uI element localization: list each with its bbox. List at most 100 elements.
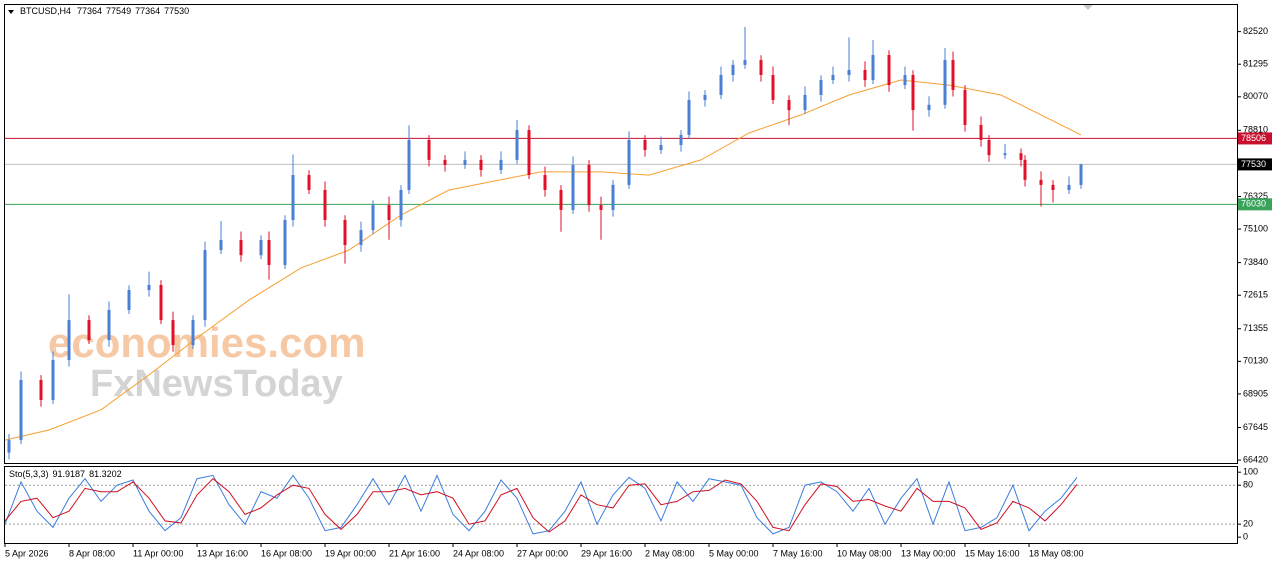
candle-body bbox=[643, 139, 647, 151]
candle-body bbox=[719, 74, 723, 95]
header-open: 77364 bbox=[77, 6, 102, 16]
candle-body bbox=[771, 74, 775, 101]
candle-body bbox=[399, 189, 403, 221]
candle-body bbox=[7, 440, 11, 453]
candle-body bbox=[1019, 153, 1023, 160]
candle-body bbox=[1051, 184, 1055, 190]
x-tick-label: 19 Apr 00:00 bbox=[325, 548, 376, 558]
y-tick-label: 0 bbox=[1243, 532, 1248, 542]
candle-body bbox=[291, 175, 295, 221]
candle-body bbox=[239, 239, 243, 256]
candle-body bbox=[731, 64, 735, 75]
level-label-box bbox=[1238, 198, 1272, 211]
x-tick-label: 13 Apr 16:00 bbox=[197, 548, 248, 558]
x-tick-label: 7 May 16:00 bbox=[773, 548, 823, 558]
candle-body bbox=[67, 320, 71, 361]
candle-body bbox=[759, 60, 763, 75]
candle-body bbox=[599, 205, 603, 210]
candle-body bbox=[443, 159, 447, 165]
watermark-economies: economies.com bbox=[48, 319, 365, 366]
candle-body bbox=[359, 230, 363, 246]
candle-body bbox=[267, 239, 271, 266]
candle-body bbox=[427, 139, 431, 160]
candle-body bbox=[871, 55, 875, 81]
x-tick-label: 21 Apr 16:00 bbox=[389, 548, 440, 558]
y-tick-label: 76325 bbox=[1243, 191, 1268, 201]
candle-body bbox=[147, 284, 151, 291]
candle-body bbox=[963, 89, 967, 126]
y-tick-label: 80 bbox=[1243, 480, 1253, 490]
chart-header: BTCUSD,H4 77364 77549 77364 77530 bbox=[20, 6, 189, 16]
candle-body bbox=[587, 164, 591, 206]
candle-body bbox=[259, 239, 263, 256]
candle-body bbox=[679, 134, 683, 145]
candle-body bbox=[19, 379, 23, 441]
candle-body bbox=[627, 139, 631, 185]
y-tick-label: 100 bbox=[1243, 467, 1258, 477]
candle-body bbox=[107, 309, 111, 341]
y-tick-label: 73840 bbox=[1243, 257, 1268, 267]
oscillator-header: Sto(5,3,3) 91.9187 81.3202 bbox=[9, 469, 122, 479]
candle-body bbox=[659, 144, 663, 151]
x-tick-label: 27 Apr 00:00 bbox=[517, 548, 568, 558]
x-tick-label: 13 May 00:00 bbox=[901, 548, 956, 558]
shift-marker bbox=[1083, 5, 1093, 10]
candle-body bbox=[543, 175, 547, 190]
collapse-triangle[interactable] bbox=[8, 10, 14, 14]
symbol: BTCUSD,H4 bbox=[20, 6, 71, 16]
candle-body bbox=[703, 94, 707, 101]
watermark: economies.com FxNewsToday bbox=[48, 319, 365, 405]
candle-body bbox=[1079, 164, 1083, 185]
candle-body bbox=[887, 55, 891, 86]
y-tick-label: 72615 bbox=[1243, 290, 1268, 300]
candle-body bbox=[1023, 159, 1027, 180]
watermark-fxnewstoday: FxNewsToday bbox=[90, 363, 343, 405]
candle-body bbox=[171, 320, 175, 346]
candle-body bbox=[479, 159, 483, 170]
y-tick-label: 80070 bbox=[1243, 91, 1268, 101]
y-tick-label: 78810 bbox=[1243, 125, 1268, 135]
candle-body bbox=[283, 220, 287, 266]
x-tick-label: 15 May 16:00 bbox=[965, 548, 1020, 558]
x-tick-label: 5 May 00:00 bbox=[709, 548, 759, 558]
y-tick-label: 75100 bbox=[1243, 223, 1268, 233]
y-tick-label: 82520 bbox=[1243, 26, 1268, 36]
candle-body bbox=[819, 80, 823, 95]
candle-body bbox=[831, 74, 835, 81]
level-label: 77530 bbox=[1241, 159, 1266, 169]
candle-body bbox=[787, 100, 791, 111]
oscillator-name: Sto(5,3,3) bbox=[9, 469, 49, 479]
y-tick-label: 71355 bbox=[1243, 323, 1268, 333]
candle-body bbox=[803, 94, 807, 111]
level-label: 78506 bbox=[1241, 133, 1266, 143]
candle-body bbox=[927, 104, 931, 111]
candle-body bbox=[191, 320, 195, 346]
x-tick-label: 18 May 08:00 bbox=[1029, 548, 1084, 558]
level-label-box bbox=[1238, 132, 1272, 145]
y-tick-label: 70130 bbox=[1243, 356, 1268, 366]
candle-body bbox=[987, 139, 991, 156]
main-panel-border bbox=[4, 4, 1238, 464]
y-tick-label: 81295 bbox=[1243, 59, 1268, 69]
x-tick-label: 10 May 08:00 bbox=[837, 548, 892, 558]
d-value: 81.3202 bbox=[89, 469, 122, 479]
oscillator-panel-border bbox=[4, 466, 1238, 544]
candle-body bbox=[911, 74, 915, 111]
y-tick-label: 67645 bbox=[1243, 422, 1268, 432]
candle-body bbox=[407, 139, 411, 190]
candle-body bbox=[1003, 153, 1007, 156]
candle-body bbox=[611, 184, 615, 210]
candle-body bbox=[515, 130, 519, 160]
candle-body bbox=[571, 164, 575, 210]
x-tick-label: 29 Apr 16:00 bbox=[581, 548, 632, 558]
x-tick-label: 16 Apr 08:00 bbox=[261, 548, 312, 558]
candle-body bbox=[463, 159, 467, 165]
candle-body bbox=[903, 74, 907, 86]
candle-body bbox=[743, 60, 747, 65]
candle-body bbox=[343, 220, 347, 246]
candle-body bbox=[39, 379, 43, 400]
candle-body bbox=[51, 360, 55, 400]
y-tick-label: 20 bbox=[1243, 519, 1253, 529]
